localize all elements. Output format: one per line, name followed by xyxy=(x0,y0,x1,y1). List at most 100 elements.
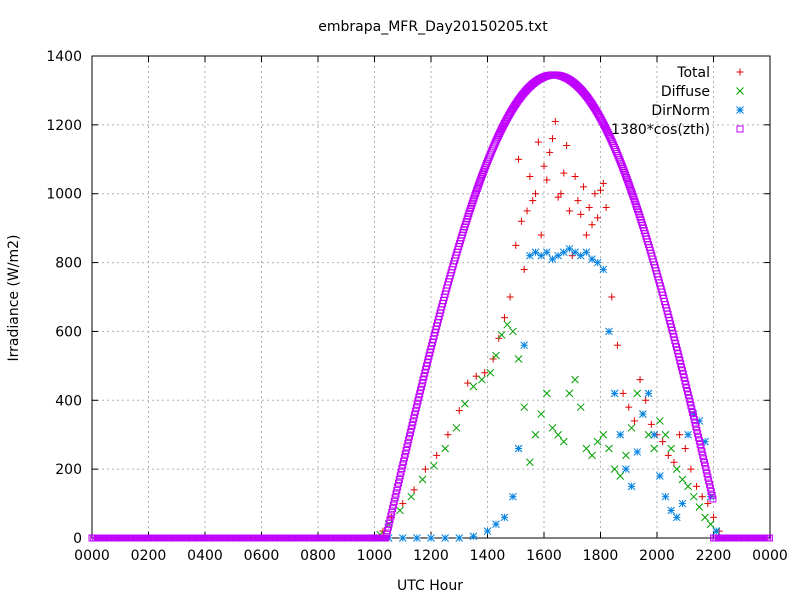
data-point xyxy=(429,461,438,470)
data-point xyxy=(537,410,546,418)
curve-point xyxy=(617,160,625,168)
data-point xyxy=(650,444,659,453)
curve-point xyxy=(382,534,390,542)
curve-point xyxy=(392,490,400,498)
data-point xyxy=(503,320,512,329)
curve-point xyxy=(407,425,415,433)
data-point xyxy=(571,248,579,257)
data-point xyxy=(509,327,517,336)
curve-point xyxy=(696,441,704,449)
legend-label: DirNorm xyxy=(651,103,710,119)
x-tick-label: 1400 xyxy=(470,548,506,564)
curve-point xyxy=(411,407,419,415)
curve-point xyxy=(478,170,486,178)
curve-point xyxy=(473,184,481,192)
curve-point xyxy=(618,162,626,170)
curve-point xyxy=(626,183,634,191)
curve-point xyxy=(400,457,408,465)
data-point xyxy=(441,444,449,453)
data-point xyxy=(597,186,604,194)
data-point xyxy=(710,513,717,521)
curve-point xyxy=(687,401,695,409)
data-point xyxy=(514,444,523,453)
curve-point xyxy=(688,405,696,413)
data-point xyxy=(599,430,608,439)
curve-point xyxy=(470,194,478,202)
curve-point xyxy=(411,411,419,419)
data-point xyxy=(627,482,636,491)
curve-point xyxy=(388,508,396,516)
legend-marker xyxy=(736,87,744,95)
data-point xyxy=(492,351,500,360)
data-point xyxy=(616,430,625,439)
data-point xyxy=(461,399,469,408)
data-point xyxy=(588,221,596,229)
legend-label: 1380*cos(zth) xyxy=(611,122,710,138)
data-point xyxy=(647,420,655,428)
curve-point xyxy=(692,423,700,431)
curve-point xyxy=(389,505,397,513)
data-point xyxy=(644,430,653,439)
curve-point xyxy=(396,472,404,480)
data-point xyxy=(560,169,568,177)
data-point xyxy=(540,162,548,170)
x-tick-label: 1800 xyxy=(583,548,619,564)
data-point xyxy=(551,117,559,125)
x-tick-label: 1600 xyxy=(526,548,562,564)
curve-point xyxy=(476,177,484,185)
data-point xyxy=(630,417,638,425)
curve-point xyxy=(399,461,407,469)
data-point xyxy=(546,148,554,156)
curve-point xyxy=(705,477,713,485)
curve-point xyxy=(697,444,705,452)
data-point xyxy=(655,472,664,480)
data-point xyxy=(593,437,602,446)
data-point xyxy=(500,314,508,322)
curve-point xyxy=(695,433,703,441)
curve-point xyxy=(695,437,703,445)
legend-entry: DirNorm xyxy=(651,103,744,119)
data-point xyxy=(407,492,416,501)
curve-point xyxy=(386,516,394,524)
curve-point xyxy=(622,171,630,179)
y-tick-label: 200 xyxy=(55,462,82,478)
data-point xyxy=(689,492,698,501)
y-tick-label: 1200 xyxy=(46,118,82,134)
curve-point xyxy=(385,519,393,527)
data-point xyxy=(481,369,489,377)
data-point xyxy=(659,438,667,446)
data-point xyxy=(565,389,574,398)
data-point xyxy=(500,513,509,522)
data-point xyxy=(681,444,689,452)
data-point xyxy=(633,389,642,398)
data-point xyxy=(398,534,407,542)
data-point xyxy=(613,341,621,349)
data-point xyxy=(594,214,602,222)
data-point xyxy=(559,437,568,446)
data-point xyxy=(452,423,461,432)
curve-point xyxy=(405,436,413,444)
curve-point xyxy=(387,512,395,520)
data-point xyxy=(574,197,582,205)
curve-point xyxy=(620,167,628,175)
data-point xyxy=(639,410,647,418)
curve-point xyxy=(621,169,629,177)
data-point xyxy=(661,430,670,439)
data-point xyxy=(537,231,545,239)
x-tick-label: 0000 xyxy=(752,548,788,564)
data-point xyxy=(642,396,650,404)
data-point xyxy=(577,210,585,218)
curve-point xyxy=(474,182,482,190)
tick-labels: 0000 0200 0400 0600 0800 1000 1200 1400 1600 1800… xyxy=(46,49,787,564)
curve-point xyxy=(394,483,402,491)
curve-point xyxy=(624,178,632,186)
y-tick-label: 1400 xyxy=(46,49,82,65)
data-point xyxy=(427,534,435,542)
x-axis-label: UTC Hour xyxy=(397,578,463,594)
x-tick-label: 0200 xyxy=(131,548,167,564)
curve-point xyxy=(625,180,633,188)
curve-point xyxy=(765,534,773,542)
data-point xyxy=(678,475,687,484)
y-tick-label: 600 xyxy=(55,324,82,340)
